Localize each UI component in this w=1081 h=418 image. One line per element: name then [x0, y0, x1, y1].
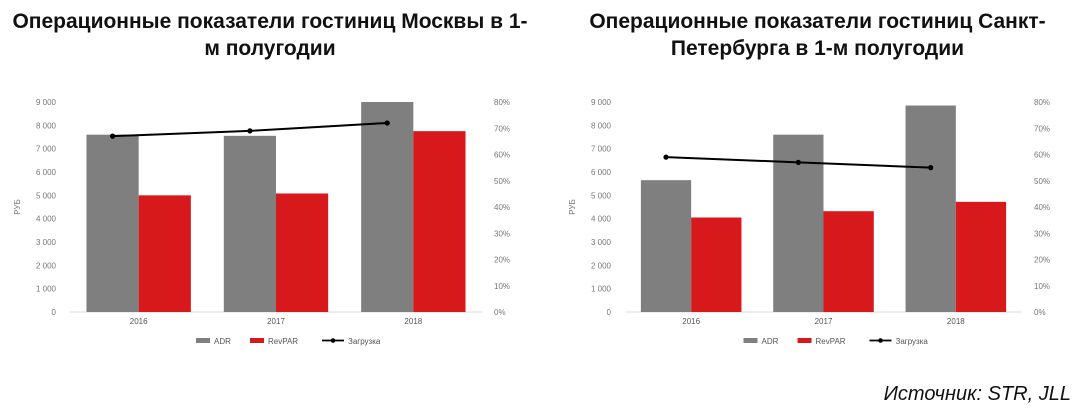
legend-swatch [743, 338, 758, 343]
x-tick-label: 2016 [130, 317, 148, 326]
y2-tick-label: 80% [494, 98, 510, 107]
point-occupancy-2016 [663, 154, 669, 160]
y-tick-label: 9 000 [36, 98, 57, 107]
legend-item-revpar: RevPAR [250, 337, 298, 346]
chart-title-moscow: Операционные показатели гостиниц Москвы … [12, 10, 528, 60]
y2-tick-label: 0% [1034, 308, 1046, 317]
y2-tick-label: 50% [494, 177, 510, 186]
source-note: Источник: STR, JLL [883, 383, 1071, 405]
y-tick-label: 4 000 [591, 215, 612, 224]
bar-adr-2017 [223, 135, 276, 312]
y-tick-label: 7 000 [36, 145, 57, 154]
y2-tick-label: 0% [494, 308, 506, 317]
chart-moscow: 0 1 000 2 000 3 000 4 000 5 000 6 000 7 000 8 00… [13, 98, 510, 346]
y2-tick-label: 40% [1034, 203, 1050, 212]
y-tick-label: 9 000 [591, 98, 612, 107]
point-occupancy-2018 [928, 165, 934, 171]
y-tick-label: 1 000 [36, 285, 57, 294]
y-tick-label: 0 [52, 308, 57, 317]
y-tick-label: 7 000 [591, 145, 612, 154]
legend-swatch [250, 338, 264, 343]
x-tick-label: 2016 [682, 317, 700, 326]
y-tick-label: 8 000 [591, 121, 612, 130]
y-tick-label: 2 000 [591, 261, 612, 270]
y2-tick-label: 30% [1034, 229, 1050, 238]
bar-revpar-2016 [691, 217, 742, 312]
bar-revpar-2016 [138, 195, 191, 312]
bar-adr-2016 [86, 134, 139, 312]
legend-label: Загрузка [348, 337, 381, 346]
legend-label: RevPAR [816, 337, 846, 346]
y2-tick-label: 60% [494, 151, 510, 160]
legend-item-revpar: RevPAR [797, 337, 846, 346]
chart-spb: 0 1 000 2 000 3 000 4 000 5 000 6 000 7 000 8 00… [568, 98, 1050, 346]
y2-tick-label: 20% [1034, 256, 1050, 265]
legend-item-adr: ADR [196, 337, 231, 346]
x-tick-label: 2018 [404, 317, 422, 326]
y-tick-label: 6 000 [591, 168, 612, 177]
point-occupancy-2018 [384, 120, 390, 126]
bar-revpar-2017 [276, 193, 329, 312]
y-tick-label: 4 000 [36, 215, 57, 224]
y2-tick-label: 20% [494, 256, 510, 265]
legend-marker [878, 338, 883, 343]
y-tick-label: 3 000 [36, 238, 57, 247]
chart-title-spb: Операционные показатели гостиниц Санкт-П… [589, 10, 1046, 60]
legend-swatch [196, 338, 210, 343]
y2-tick-label: 70% [494, 124, 510, 133]
legend-item-загрузка: Загрузка [322, 337, 381, 346]
y-tick-label: 0 [607, 308, 612, 317]
bar-adr-2016 [640, 180, 692, 312]
y2-tick-label: 40% [494, 203, 510, 212]
bar-revpar-2018 [413, 131, 466, 312]
y2-tick-label: 10% [1034, 282, 1050, 291]
y2-tick-label: 70% [1034, 124, 1050, 133]
legend-label: RevPAR [268, 337, 298, 346]
y-tick-label: 8 000 [36, 121, 57, 130]
y2-tick-label: 80% [1034, 98, 1050, 107]
point-occupancy-2017 [247, 128, 253, 134]
legend-label: Загрузка [896, 337, 929, 346]
y-axis-label: РУБ [13, 199, 22, 215]
bar-adr-2018 [361, 102, 414, 312]
x-tick-label: 2018 [947, 317, 965, 326]
bar-adr-2018 [905, 105, 956, 312]
legend-label: ADR [214, 337, 231, 346]
point-occupancy-2016 [109, 133, 116, 139]
legend-item-загрузка: Загрузка [869, 337, 929, 346]
y-tick-label: 5 000 [591, 191, 612, 200]
x-tick-label: 2017 [267, 317, 285, 326]
y-tick-label: 5 000 [36, 191, 57, 200]
point-occupancy-2017 [795, 159, 801, 165]
y2-tick-label: 60% [1034, 151, 1050, 160]
y2-tick-label: 30% [494, 229, 510, 238]
legend-label: ADR [762, 337, 779, 346]
y2-tick-label: 10% [494, 282, 510, 291]
y-tick-label: 2 000 [36, 261, 57, 270]
legend-swatch [797, 338, 812, 343]
y2-tick-label: 50% [1034, 177, 1050, 186]
bar-revpar-2017 [823, 211, 874, 312]
y-axis-label: РУБ [568, 199, 577, 215]
y-tick-label: 1 000 [591, 285, 612, 294]
legend-marker [330, 338, 336, 343]
y-tick-label: 3 000 [591, 238, 612, 247]
y-tick-label: 6 000 [36, 168, 57, 177]
x-tick-label: 2017 [815, 317, 833, 326]
bar-revpar-2018 [955, 201, 1007, 312]
legend-item-adr: ADR [743, 337, 779, 346]
